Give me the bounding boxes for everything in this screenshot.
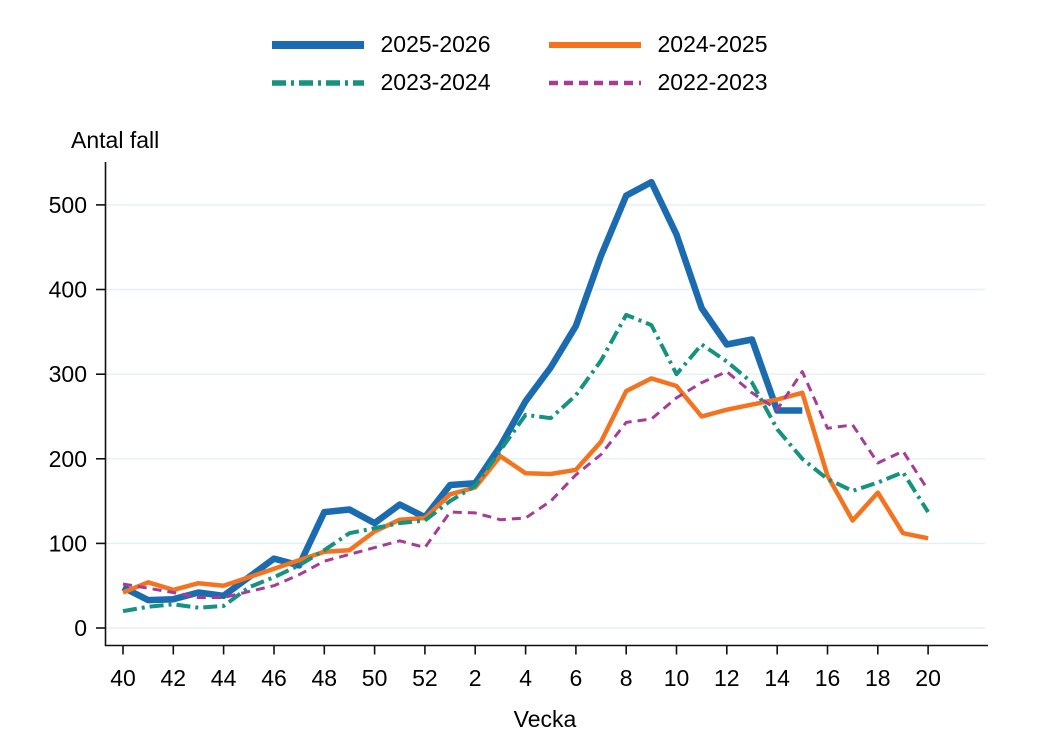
x-tick-label-46: 46 (261, 665, 287, 691)
y-tick-label-0: 0 (74, 615, 87, 641)
x-tick-label-2: 2 (469, 665, 482, 691)
x-tick-label-14: 14 (764, 665, 790, 691)
x-tick-label-12: 12 (714, 665, 740, 691)
x-tick-label-6: 6 (570, 665, 583, 691)
x-tick-label-48: 48 (312, 665, 338, 691)
x-tick-label-20: 20 (915, 665, 941, 691)
series-line-2025-2026 (121, 178, 803, 604)
x-tick-label-8: 8 (620, 665, 633, 691)
y-tick-label-300: 300 (49, 361, 87, 387)
x-tick-label-10: 10 (664, 665, 690, 691)
series-line-2023-2024 (122, 312, 930, 614)
x-tick-label-16: 16 (815, 665, 841, 691)
series-line-2024-2025 (122, 376, 929, 595)
y-tick-label-500: 500 (49, 192, 87, 218)
y-axis-title: Antal fall (71, 127, 160, 153)
x-tick-label-50: 50 (362, 665, 388, 691)
x-tick-label-18: 18 (865, 665, 891, 691)
x-tick-label-42: 42 (161, 665, 187, 691)
y-tick-label-100: 100 (49, 530, 87, 556)
x-tick-label-4: 4 (519, 665, 532, 691)
series-line-2022-2023 (122, 370, 930, 599)
x-tick-label-40: 40 (110, 665, 136, 691)
y-tick-label-400: 400 (49, 277, 87, 303)
x-tick-label-44: 44 (211, 665, 237, 691)
x-axis-title: Vecka (513, 706, 577, 732)
y-tick-label-200: 200 (49, 446, 87, 472)
x-tick-label-52: 52 (412, 665, 438, 691)
